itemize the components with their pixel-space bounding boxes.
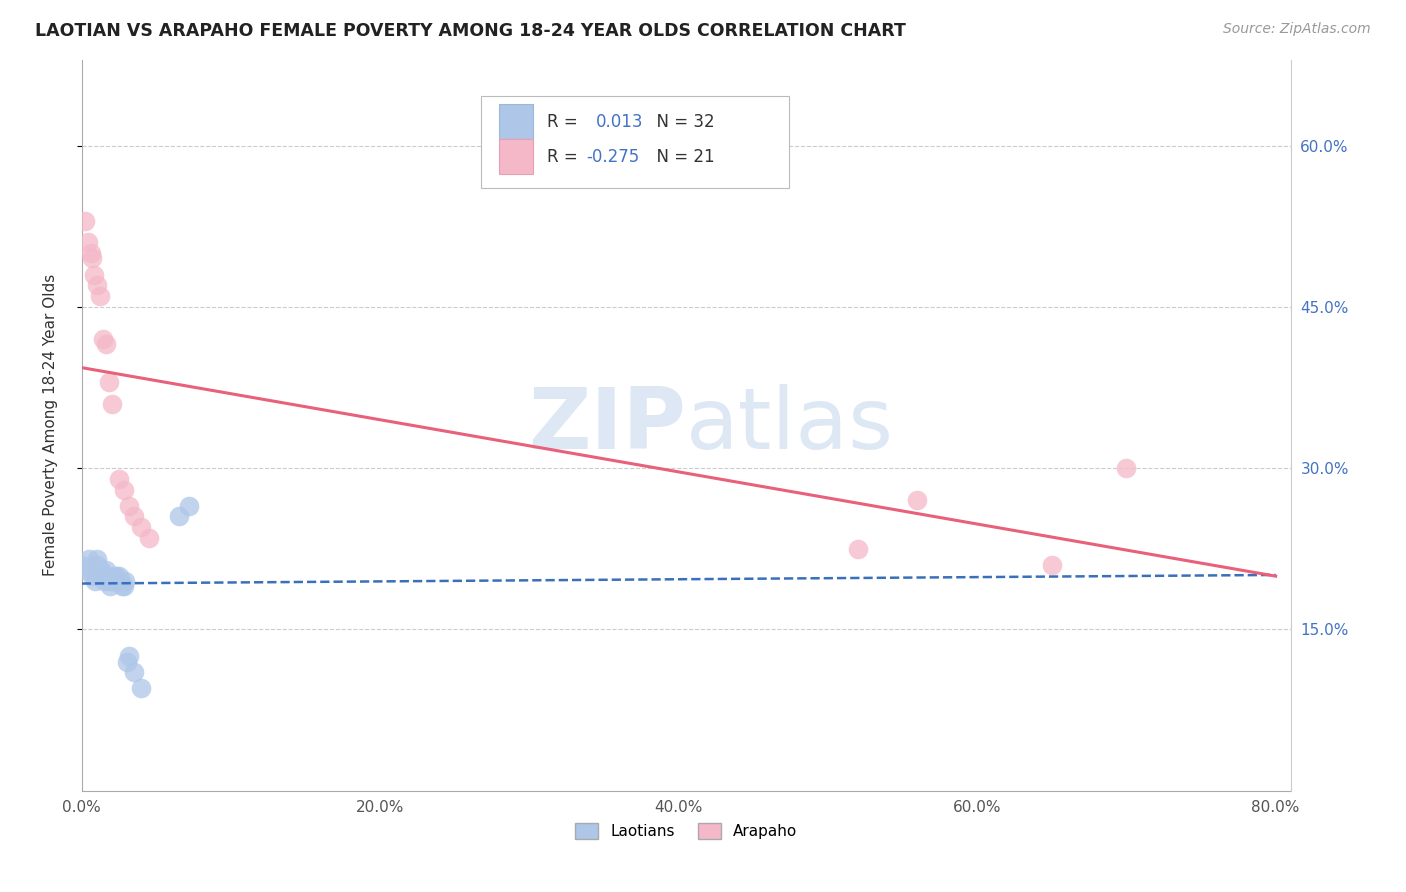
Point (86, 278, 108, 293)
FancyBboxPatch shape (481, 96, 789, 187)
Point (76, 235, 98, 250)
Point (89, 568, 111, 582)
Point (83, 268, 105, 282)
Point (75, 563, 97, 577)
Legend: Laotians, Arapaho: Laotians, Arapaho (569, 817, 803, 845)
Text: N = 21: N = 21 (647, 148, 714, 166)
Point (91, 568, 114, 582)
Point (82, 568, 104, 582)
Point (83, 563, 105, 577)
Point (846, 541, 869, 556)
Text: ZIP: ZIP (529, 384, 686, 467)
Point (82, 252, 104, 266)
Point (131, 520, 153, 534)
Text: atlas: atlas (686, 384, 894, 467)
Text: R =: R = (547, 112, 588, 131)
Text: Source: ZipAtlas.com: Source: ZipAtlas.com (1223, 22, 1371, 37)
Point (907, 493, 929, 508)
Point (94, 563, 117, 577)
Point (93, 574, 115, 588)
Point (112, 579, 135, 593)
Point (70, 558, 93, 572)
Point (105, 568, 128, 582)
Point (73, 214, 96, 228)
Point (138, 531, 160, 545)
Text: N = 32: N = 32 (647, 112, 714, 131)
Point (114, 574, 136, 588)
Point (94, 337, 117, 351)
Point (118, 649, 141, 664)
Point (86, 552, 108, 566)
Text: R =: R = (547, 148, 583, 166)
Point (118, 499, 141, 513)
Point (131, 681, 153, 696)
Point (167, 509, 190, 524)
Point (84, 574, 107, 588)
Point (1040, 558, 1063, 572)
Point (111, 579, 134, 593)
Text: -0.275: -0.275 (586, 148, 640, 166)
Point (97, 574, 120, 588)
Point (79, 246, 101, 260)
Point (122, 509, 145, 524)
Point (90, 563, 112, 577)
Point (103, 568, 125, 582)
Point (108, 568, 131, 582)
Point (77, 552, 100, 566)
Point (96, 568, 118, 582)
Point (86, 558, 108, 572)
Point (179, 499, 201, 513)
Point (91, 332, 114, 346)
Point (110, 574, 132, 588)
Point (101, 574, 124, 588)
Text: 0.013: 0.013 (596, 112, 643, 131)
Text: LAOTIAN VS ARAPAHO FEMALE POVERTY AMONG 18-24 YEAR OLDS CORRELATION CHART: LAOTIAN VS ARAPAHO FEMALE POVERTY AMONG … (35, 22, 905, 40)
Point (107, 574, 129, 588)
Point (97, 375, 120, 389)
Point (112, 483, 135, 497)
Point (122, 665, 145, 680)
Point (1115, 461, 1137, 475)
Point (108, 472, 131, 486)
FancyBboxPatch shape (499, 104, 533, 139)
Point (115, 655, 138, 669)
Y-axis label: Female Poverty Among 18-24 Year Olds: Female Poverty Among 18-24 Year Olds (44, 274, 58, 576)
Point (98, 579, 121, 593)
Point (100, 574, 122, 588)
Point (100, 396, 122, 410)
FancyBboxPatch shape (499, 139, 533, 174)
Point (89, 289, 111, 303)
